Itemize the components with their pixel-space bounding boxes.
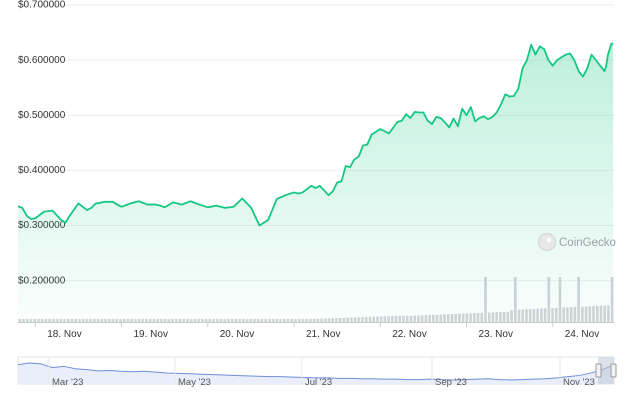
navigator-left-handle-icon[interactable] — [595, 363, 602, 378]
coingecko-logo-eye-icon — [546, 237, 552, 243]
navigator-line — [17, 362, 615, 381]
navigator-tick-label: Jul '23 — [305, 377, 332, 388]
x-tick-label: 18. Nov — [47, 329, 81, 340]
y-tick-label: $0.700000 — [18, 0, 66, 11]
x-tick-label: 22. Nov — [392, 329, 426, 340]
y-tick-label: $0.500000 — [18, 110, 66, 121]
x-tick-label: 23. Nov — [479, 329, 513, 340]
navigator-selection — [598, 357, 614, 384]
navigator-tick-label: Mar '23 — [52, 377, 83, 388]
x-tick-label: 20. Nov — [220, 329, 254, 340]
price-area — [18, 43, 614, 323]
navigator-tick-label: May '23 — [178, 377, 211, 388]
navigator-tick-label: Sep '23 — [435, 377, 467, 388]
price-line — [17, 42, 614, 227]
navigator-tick-label: Nov '23 — [563, 377, 595, 388]
coingecko-logo-icon — [538, 233, 556, 251]
navigator-area — [18, 363, 614, 384]
x-tick-label: 19. Nov — [134, 329, 168, 340]
x-tick-label: 21. Nov — [306, 329, 340, 340]
watermark-label: CoinGecko — [559, 237, 616, 249]
y-tick-label: $0.600000 — [18, 55, 66, 66]
x-tick-label: 24. Nov — [565, 329, 599, 340]
y-tick-label: $0.400000 — [18, 165, 66, 176]
navigator-right-handle-icon[interactable] — [610, 363, 617, 378]
